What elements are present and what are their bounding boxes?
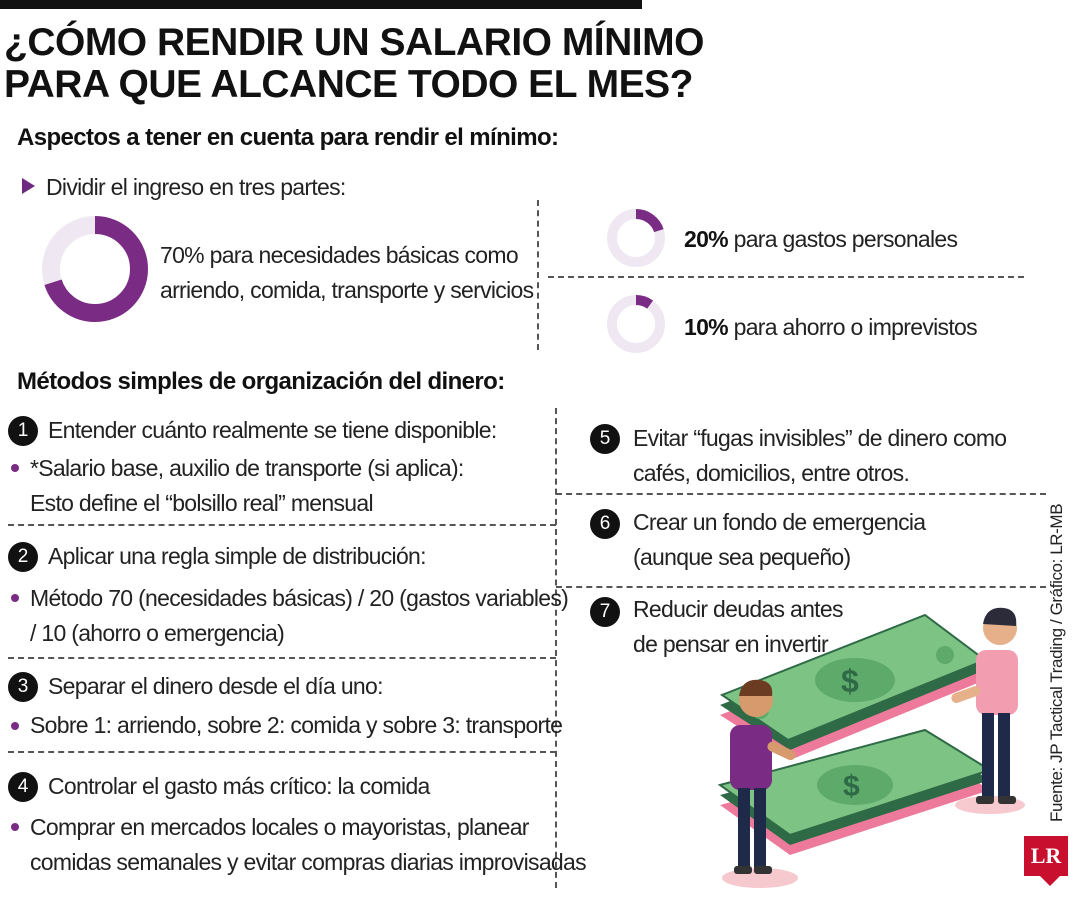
bullet-dot-icon <box>11 464 19 472</box>
method-divider <box>8 524 556 526</box>
methods-heading: Métodos simples de organización del dine… <box>17 368 505 395</box>
lr-logo: LR <box>1024 836 1068 876</box>
svg-text:$: $ <box>841 663 859 699</box>
aspects-heading: Aspectos a tener en cuenta para rendir e… <box>17 124 559 151</box>
divider-horizontal <box>548 276 1024 278</box>
method-divider <box>8 657 556 659</box>
donut-70 <box>42 216 148 322</box>
bullet-dot-icon <box>11 722 19 730</box>
method-divider <box>556 586 1046 588</box>
step-number-7: 7 <box>590 597 620 627</box>
method-3-title: Separar el dinero desde el día uno: <box>48 673 384 699</box>
method-4-title: Controlar el gasto más crítico: la comid… <box>48 773 430 799</box>
basic-needs-text: 70% para necesidades básicas como arrien… <box>160 242 534 303</box>
triangle-bullet-icon <box>22 178 35 194</box>
methods-divider-vertical <box>555 408 557 888</box>
source-credit: Fuente: JP Tactical Trading / Gráfico: L… <box>1047 503 1066 822</box>
logo-tail <box>1040 876 1060 886</box>
bullet-dot-icon <box>11 594 19 602</box>
method-7-text: Reducir deudas antes de pensar en invert… <box>633 596 843 657</box>
divider-vertical <box>537 200 539 350</box>
step-number-3: 3 <box>8 672 38 702</box>
step-number-6: 6 <box>590 509 620 539</box>
method-1-title: Entender cuánto realmente se tiene dispo… <box>48 417 497 443</box>
method-divider <box>8 751 556 753</box>
money-illustration: $ $ <box>717 607 1025 888</box>
donut-20 <box>607 209 665 267</box>
savings-text: 10% para ahorro o imprevistos <box>684 314 978 340</box>
personal-expenses-text: 20% para gastos personales <box>684 226 958 252</box>
step-number-5: 5 <box>590 424 620 454</box>
method-2-bullet: Método 70 (necesidades básicas) / 20 (ga… <box>30 585 569 646</box>
aspects-intro: Dividir el ingreso en tres partes: <box>46 174 346 200</box>
step-number-1: 1 <box>8 416 38 446</box>
method-2-title: Aplicar una regla simple de distribución… <box>48 543 427 569</box>
method-5-text: Evitar “fugas invisibles” de dinero como… <box>633 425 1007 486</box>
method-4-bullet: Comprar en mercados locales o mayoristas… <box>30 814 587 875</box>
bullet-dot-icon <box>11 823 19 831</box>
donut-10 <box>607 295 665 353</box>
step-number-4: 4 <box>8 772 38 802</box>
method-1-bullet: *Salario base, auxilio de transporte (si… <box>30 455 464 516</box>
step-number-2: 2 <box>8 542 38 572</box>
method-6-text: Crear un fondo de emergencia (aunque sea… <box>633 509 926 570</box>
method-divider <box>556 493 1046 495</box>
page-title: ¿CÓMO RENDIR UN SALARIO MÍNIMO PARA QUE … <box>4 21 704 106</box>
method-3-bullet: Sobre 1: arriendo, sobre 2: comida y sob… <box>30 712 563 738</box>
top-rule <box>0 0 642 9</box>
svg-text:$: $ <box>843 770 860 803</box>
